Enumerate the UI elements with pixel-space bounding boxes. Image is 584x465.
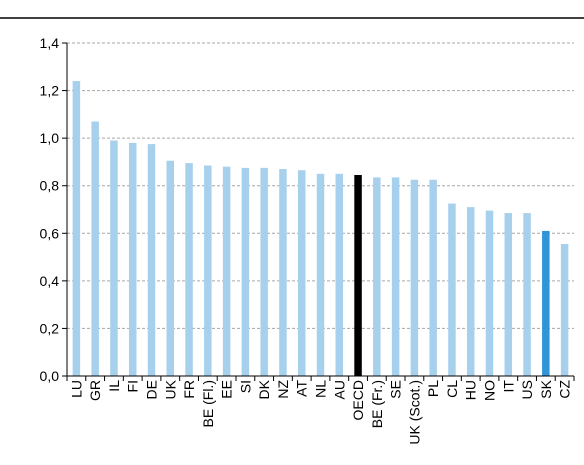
bar xyxy=(279,169,287,376)
y-tick-label: 0,4 xyxy=(40,273,60,289)
x-tick-label: FR xyxy=(181,380,197,399)
x-tick-label: DE xyxy=(144,380,160,399)
x-tick-label: HU xyxy=(463,380,479,400)
bar xyxy=(73,81,81,376)
x-tick-label: UK (Scot.) xyxy=(406,380,422,445)
x-tick-label: BE (Fr.) xyxy=(369,380,385,428)
x-tick-labels: LU GR IL FI DE UK FR BE (Fl.) EE SI DK NZ AT NL AU OECD… xyxy=(68,379,572,444)
y-tick-label: 0,6 xyxy=(40,225,60,241)
bar xyxy=(486,211,494,376)
bar-layer xyxy=(73,81,569,376)
x-tick-label: IL xyxy=(106,380,122,392)
bar xyxy=(167,161,175,376)
bar xyxy=(204,165,212,376)
x-tick-label: DK xyxy=(256,379,272,399)
x-tick-label: SK xyxy=(538,379,554,398)
bar xyxy=(129,143,137,376)
bar xyxy=(110,141,118,376)
bar xyxy=(467,207,475,376)
x-tick-label: NZ xyxy=(275,380,291,399)
bar xyxy=(561,244,569,376)
x-tick-label: AU xyxy=(331,380,347,399)
bar xyxy=(429,180,437,376)
bar xyxy=(317,174,325,376)
x-tick-label: FI xyxy=(125,380,141,392)
bar xyxy=(298,170,306,376)
bar xyxy=(242,168,250,376)
x-tick-label: LU xyxy=(68,380,84,398)
x-tick-label: EE xyxy=(219,380,235,399)
x-tick-label: UK xyxy=(162,379,178,399)
x-tick-label: PL xyxy=(425,380,441,397)
x-tick-label: US xyxy=(519,380,535,399)
y-tick-label: 1,2 xyxy=(40,83,60,99)
y-tick-label: 0,2 xyxy=(40,320,60,336)
y-tick-labels: 0,0 0,2 0,4 0,6 0,8 1,0 1,2 1,4 xyxy=(40,35,60,384)
x-tick-label: OECD xyxy=(350,380,366,420)
bar xyxy=(505,213,513,376)
bar xyxy=(223,167,231,376)
y-tick-label: 0,0 xyxy=(40,368,60,384)
x-tick-label: CZ xyxy=(557,380,573,399)
bar xyxy=(448,204,456,376)
x-tick-label: SE xyxy=(388,380,404,399)
bar xyxy=(260,168,268,376)
y-tick-label: 0,8 xyxy=(40,178,60,194)
bar xyxy=(91,121,99,376)
bar xyxy=(523,213,531,376)
y-tick-label: 1,0 xyxy=(40,130,60,146)
x-tick-label: GR xyxy=(87,380,103,401)
x-tick-label: CL xyxy=(444,380,460,398)
x-tick-label: NO xyxy=(482,380,498,401)
bar xyxy=(392,177,400,376)
bar xyxy=(373,177,381,376)
bar xyxy=(148,144,156,376)
x-tick-label: IT xyxy=(500,380,516,393)
bar xyxy=(542,231,550,376)
bar xyxy=(411,180,419,376)
x-tick-label: NL xyxy=(313,380,329,398)
bar xyxy=(185,163,193,376)
y-tick-label: 1,4 xyxy=(40,35,60,51)
x-tick-label: AT xyxy=(294,380,310,397)
x-tick-label: SI xyxy=(237,380,253,393)
x-tick-label: BE (Fl.) xyxy=(200,380,216,427)
bar xyxy=(354,175,362,376)
bar xyxy=(336,174,344,376)
